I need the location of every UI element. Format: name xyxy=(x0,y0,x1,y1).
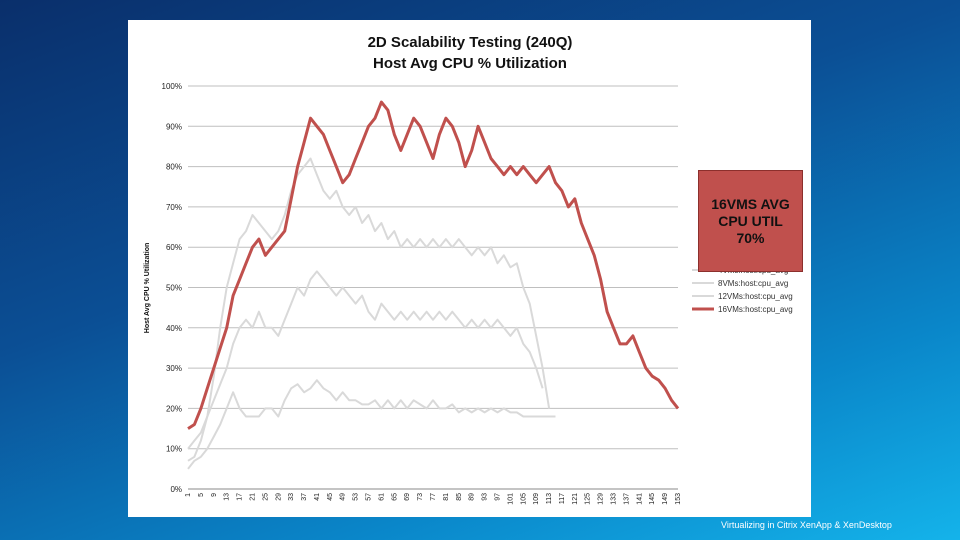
x-tick-label: 145 xyxy=(649,493,656,505)
x-tick-label: 153 xyxy=(675,493,682,505)
callout-line-3: 70% xyxy=(736,229,765,246)
series-line-3 xyxy=(187,157,551,462)
x-tick-label: 69 xyxy=(404,493,411,501)
x-tick-label: 37 xyxy=(301,493,308,501)
gridlines xyxy=(188,85,678,490)
x-tick-label: 45 xyxy=(327,493,334,501)
y-tick-label: 0% xyxy=(170,485,182,494)
x-tick-label: 1 xyxy=(185,493,192,497)
y-tick-label: 30% xyxy=(166,364,182,373)
x-tick-label: 41 xyxy=(314,493,321,501)
series-line-4 xyxy=(187,100,680,430)
y-axis-ticks: 0% 10% 20% 30% 40% 50% 60% 70% 80% 90% 100% xyxy=(162,82,182,494)
x-tick-label: 9 xyxy=(211,493,218,497)
y-tick-label: 70% xyxy=(166,203,182,212)
footer-text: Virtualizing in Citrix XenApp & XenDeskt… xyxy=(721,520,892,530)
y-tick-label: 60% xyxy=(166,243,182,252)
y-tick-label: 20% xyxy=(166,404,182,413)
series-line-1 xyxy=(187,379,556,470)
legend-label: 16VMs:host:cpu_avg xyxy=(718,305,793,314)
x-tick-label: 33 xyxy=(288,493,295,501)
callout-line-2: CPU UTIL xyxy=(718,212,783,229)
x-tick-label: 49 xyxy=(340,493,347,501)
series-lines xyxy=(187,100,680,470)
y-tick-label: 100% xyxy=(162,82,182,91)
y-tick-label: 90% xyxy=(166,122,182,131)
x-tick-label: 77 xyxy=(430,493,437,501)
y-tick-label: 10% xyxy=(166,445,182,454)
legend-label: 8VMs:host:cpu_avg xyxy=(718,279,788,288)
x-tick-label: 85 xyxy=(456,493,463,501)
x-tick-label: 17 xyxy=(237,493,244,501)
x-tick-label: 5 xyxy=(198,493,205,497)
x-axis-ticks: 1 5 9 13 17 21 25 29 33 37 41 45 49 53 57 61 65 69 73 77 81 8… xyxy=(185,493,682,505)
x-tick-label: 61 xyxy=(378,493,385,501)
x-tick-label: 81 xyxy=(443,493,450,501)
chart: 2D Scalability Testing (240Q) Host Avg C… xyxy=(144,34,793,505)
chart-title-line2: Host Avg CPU % Utilization xyxy=(373,55,567,72)
x-tick-label: 93 xyxy=(482,493,489,501)
x-tick-label: 57 xyxy=(366,493,373,501)
y-tick-label: 50% xyxy=(166,284,182,293)
y-axis-label: Host Avg CPU % Utilization xyxy=(144,243,151,333)
x-tick-label: 25 xyxy=(262,493,269,501)
x-tick-label: 149 xyxy=(662,493,669,505)
y-tick-label: 80% xyxy=(166,163,182,172)
x-tick-label: 133 xyxy=(611,493,618,505)
legend: 4VMs:host:cpu_avg8VMs:host:cpu_avg12VMs:… xyxy=(692,266,793,314)
x-tick-label: 73 xyxy=(417,493,424,501)
x-tick-label: 65 xyxy=(391,493,398,501)
x-tick-label: 129 xyxy=(598,493,605,505)
x-tick-label: 105 xyxy=(520,493,527,505)
x-tick-label: 125 xyxy=(585,493,592,505)
series-line-2 xyxy=(187,270,544,450)
x-tick-label: 89 xyxy=(469,493,476,501)
x-tick-label: 13 xyxy=(224,493,231,501)
x-tick-label: 109 xyxy=(533,493,540,505)
x-tick-label: 21 xyxy=(249,493,256,501)
x-tick-label: 29 xyxy=(275,493,282,501)
x-tick-label: 53 xyxy=(353,493,360,501)
slide-panel: 2D Scalability Testing (240Q) Host Avg C… xyxy=(128,20,811,517)
x-tick-label: 121 xyxy=(572,493,579,505)
chart-title-line1: 2D Scalability Testing (240Q) xyxy=(368,34,573,51)
x-tick-label: 117 xyxy=(559,493,566,504)
legend-label: 12VMs:host:cpu_avg xyxy=(718,292,793,301)
x-tick-label: 137 xyxy=(623,493,630,505)
callout-line-1: 16VMS AVG xyxy=(711,195,790,212)
x-tick-label: 141 xyxy=(636,493,643,505)
y-tick-label: 40% xyxy=(166,324,182,333)
x-tick-label: 101 xyxy=(507,493,514,505)
x-tick-label: 113 xyxy=(546,493,553,504)
callout-box: 16VMS AVG CPU UTIL 70% xyxy=(698,170,803,272)
x-tick-label: 97 xyxy=(494,493,501,501)
